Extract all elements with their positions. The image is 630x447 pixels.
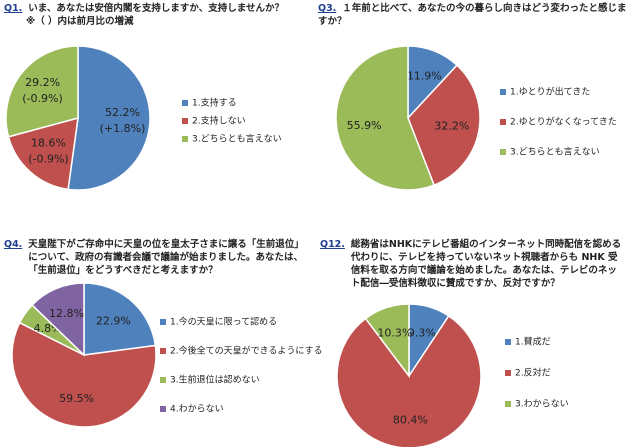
legend-label: 1.今の天皇に限って認める [170, 316, 277, 328]
legend-label: 2.支持しない [192, 115, 246, 127]
pie-slice [67, 45, 151, 191]
legend-label: 3.どちらとも言えない [510, 146, 600, 158]
legend-swatch [160, 377, 166, 383]
question-number: Q3. [318, 3, 337, 14]
pie-slice [335, 45, 436, 191]
value-label: 29.2% [25, 76, 60, 89]
pie-slice [7, 116, 79, 191]
q1-heading: Q1. いま、あなたは安倍内閣を支持しますか、支持しませんか？ ※（ ）内は前月比… [4, 2, 314, 28]
value-label: 9.3% [408, 326, 436, 339]
value-label: 22.9% [96, 314, 131, 327]
value-label: 32.2% [434, 119, 469, 132]
legend-label: 3.生前退位は認めない [170, 374, 260, 386]
pie-slice [5, 45, 79, 138]
value-label: 11.9% [407, 69, 442, 82]
legend-label: 1.賛成だ [515, 336, 551, 348]
legend-swatch [160, 348, 166, 354]
legend-swatch [160, 319, 166, 325]
question-title: 天皇陛下がご存命中に天皇の位を皇太子さまに譲る「生前退位」について、政府の有識者… [28, 239, 304, 276]
legend-swatch [182, 100, 188, 106]
legend-swatch [500, 119, 506, 125]
change-label: (-0.9%) [22, 92, 63, 105]
question-title: １年前と比べて、あなたの今の暮らし向きはどう変わったと感じますか？ [318, 3, 627, 27]
value-label: 18.6% [31, 136, 66, 149]
legend-swatch [500, 89, 506, 95]
q12-heading: Q12. 総務省はNHKにテレビ番組のインターネット同時配信を認める代わりに、テレ… [320, 238, 626, 290]
question-number: Q1. [4, 3, 23, 14]
value-label: 12.8% [49, 307, 84, 320]
legend-swatch [160, 406, 166, 412]
legend-swatch [182, 118, 188, 124]
legend-label: 3.どちらとも言えない [192, 133, 282, 145]
legend-swatch [182, 136, 188, 142]
legend-label: 1.支持する [192, 97, 237, 109]
question-number: Q12. [320, 239, 345, 250]
value-label: 10.3% [377, 327, 412, 340]
pie-slice [11, 321, 157, 428]
pie-slice [407, 64, 481, 187]
question-title: いま、あなたは安倍内閣を支持しますか、支持しませんか？ [28, 3, 284, 14]
legend-label: 2.反対だ [515, 367, 551, 379]
pie-slice [336, 314, 482, 447]
change-label: (+1.8%) [100, 122, 146, 135]
value-label: 55.9% [347, 119, 382, 132]
change-label: (-0.9%) [28, 152, 69, 165]
question-note: ※（ ）内は前月比の増減 [26, 16, 134, 27]
question-title: 総務省はNHKにテレビ番組のインターネット同時配信を認める代わりに、テレビを持っ… [350, 239, 622, 289]
legend-swatch [505, 370, 511, 376]
question-number: Q4. [4, 239, 23, 250]
legend-label: 2.今後全ての天皇ができるようにする [170, 345, 323, 357]
value-label: 80.4% [393, 414, 428, 427]
value-label: 59.5% [59, 392, 94, 405]
q4-heading: Q4. 天皇陛下がご存命中に天皇の位を皇太子さまに譲る「生前退位」について、政府の… [4, 238, 304, 277]
value-label: 52.2% [105, 106, 140, 119]
pie-slice [31, 282, 85, 357]
q3-heading: Q3. １年前と比べて、あなたの今の暮らし向きはどう変わったと感じますか？ [318, 2, 628, 28]
legend-swatch [500, 149, 506, 155]
legend-label: 3.わからない [515, 399, 569, 410]
pie-slice [83, 282, 157, 356]
legend-swatch [505, 401, 511, 407]
pie-slice [364, 303, 410, 379]
legend-swatch [505, 339, 511, 345]
legend-label: 1.ゆとりが出てきた [510, 86, 590, 98]
legend-label: 2.ゆとりがなくなってきた [510, 116, 617, 128]
legend-label: 4.わからない [170, 404, 224, 415]
